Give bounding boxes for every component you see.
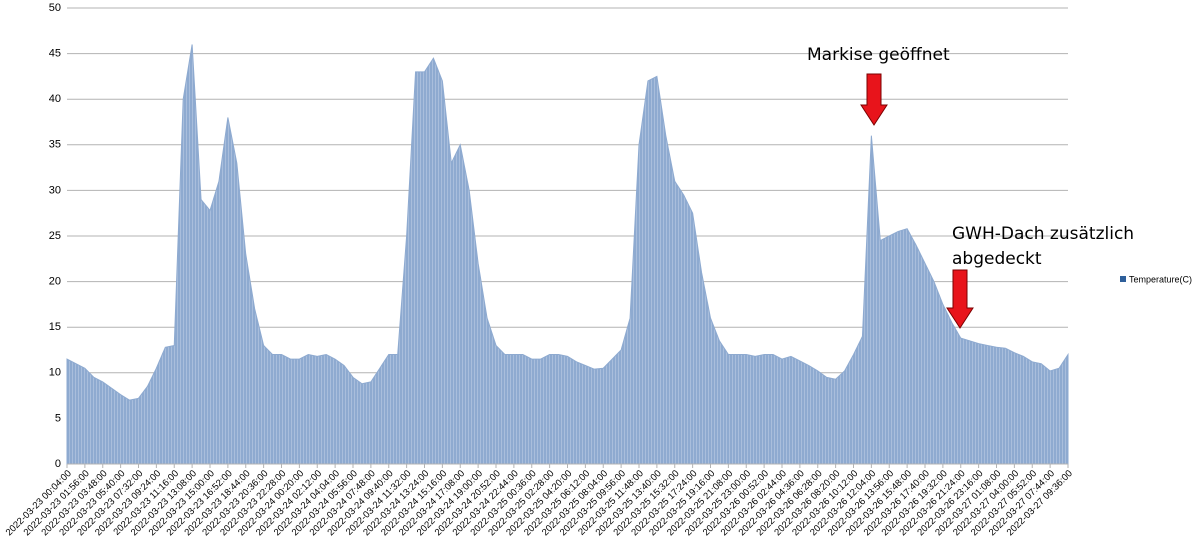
y-tick-label: 5 — [55, 412, 61, 424]
annotation: GWH-Dach zusätzlich — [952, 224, 1134, 244]
y-tick-label: 35 — [49, 139, 61, 151]
annotation: abgedeckt — [952, 249, 1042, 269]
y-tick-label: 10 — [49, 367, 61, 379]
annotation-arrow — [946, 269, 974, 329]
y-tick-label: 45 — [49, 48, 61, 60]
y-tick-label: 50 — [49, 2, 61, 14]
area — [66, 44, 1069, 465]
legend-label: Temperature(C) — [1129, 274, 1192, 284]
legend-swatch — [1120, 276, 1126, 282]
y-tick-label: 0 — [55, 458, 61, 470]
y-tick-label: 30 — [49, 184, 61, 196]
annotation: Markise geöffnet — [807, 45, 950, 65]
y-tick-label: 15 — [49, 321, 61, 333]
y-tick-label: 25 — [49, 230, 61, 242]
annotation-arrow — [860, 73, 888, 126]
y-tick-label: 40 — [49, 93, 61, 105]
y-tick-label: 20 — [49, 276, 61, 288]
